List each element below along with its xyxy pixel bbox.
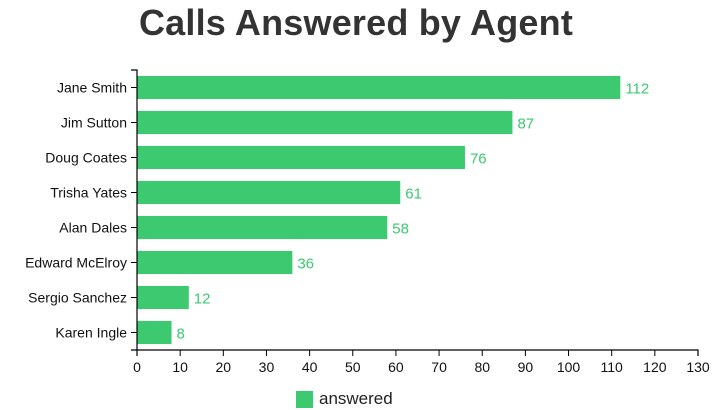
x-tick-label: 70: [431, 359, 447, 375]
x-tick-label: 100: [557, 359, 581, 375]
bar: [137, 75, 621, 100]
bar: [137, 145, 465, 170]
x-tick-label: 30: [259, 359, 275, 375]
bar: [137, 285, 189, 310]
y-axis-line: [131, 69, 138, 351]
x-tick-label: 120: [643, 359, 667, 375]
x-axis-line: [136, 349, 699, 356]
category-label: Edward McElroy: [25, 255, 127, 271]
x-tick-label: 130: [686, 359, 710, 375]
legend-label: answered: [319, 389, 393, 408]
x-tick-label: 0: [133, 359, 141, 375]
legend-swatch: [296, 390, 313, 408]
x-tick-label: 80: [474, 359, 490, 375]
x-tick-label: 40: [302, 359, 318, 375]
data-label: 12: [194, 291, 211, 308]
chart-title: Calls Answered by Agent: [138, 2, 574, 43]
bar: [137, 110, 513, 135]
category-label: Alan Dales: [59, 220, 127, 236]
x-tick-label: 10: [172, 359, 188, 375]
data-label: 87: [517, 116, 534, 133]
bar: [137, 215, 388, 240]
data-label: 58: [392, 221, 409, 238]
x-tick-label: 110: [601, 359, 624, 375]
category-label: Jim Sutton: [61, 115, 127, 131]
data-label: 112: [625, 81, 649, 98]
bar: [137, 180, 401, 205]
x-tick-label: 20: [216, 359, 232, 375]
category-label: Sergio Sanchez: [28, 290, 127, 306]
category-label: Jane Smith: [57, 80, 127, 96]
x-tick-label: 50: [345, 359, 361, 375]
bar: [137, 250, 293, 275]
category-label: Trisha Yates: [50, 185, 127, 201]
x-tick-label: 90: [518, 359, 534, 375]
bar: [137, 320, 172, 345]
data-label: 36: [297, 256, 314, 273]
category-label: Karen Ingle: [55, 325, 127, 341]
data-label: 76: [470, 151, 487, 168]
data-label: 61: [405, 186, 422, 203]
legend[interactable]: answered: [296, 388, 393, 410]
data-label: 8: [177, 326, 185, 343]
category-label: Doug Coates: [45, 150, 127, 166]
x-tick-label: 60: [388, 359, 404, 375]
